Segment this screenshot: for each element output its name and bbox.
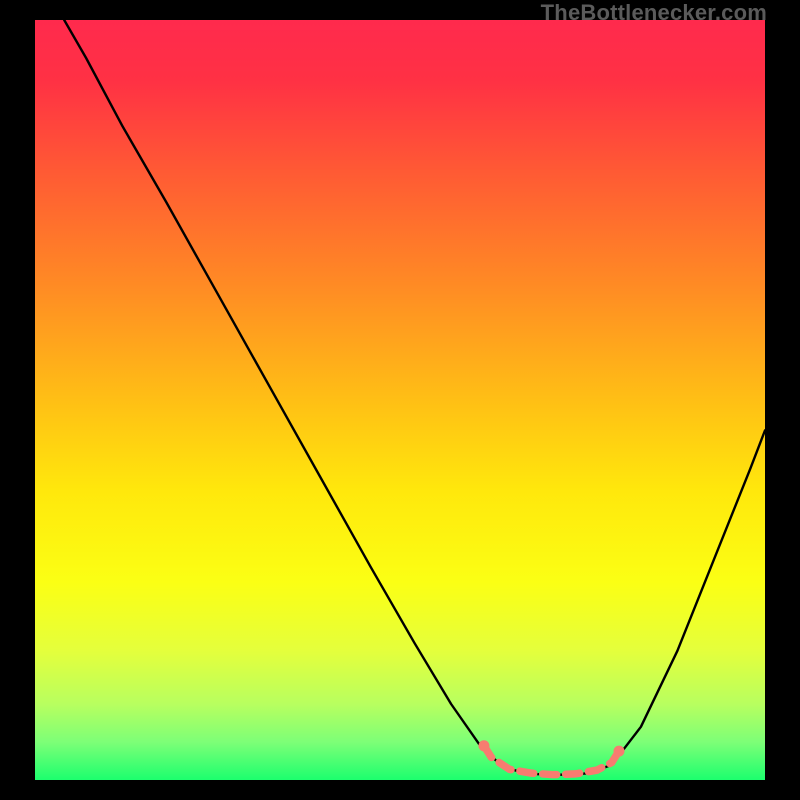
optimal-range-endpoint <box>614 746 625 757</box>
bottleneck-curve-chart <box>0 0 800 800</box>
optimal-range-endpoint <box>478 740 489 751</box>
plot-background <box>35 20 765 780</box>
chart-stage: TheBottlenecker.com <box>0 0 800 800</box>
